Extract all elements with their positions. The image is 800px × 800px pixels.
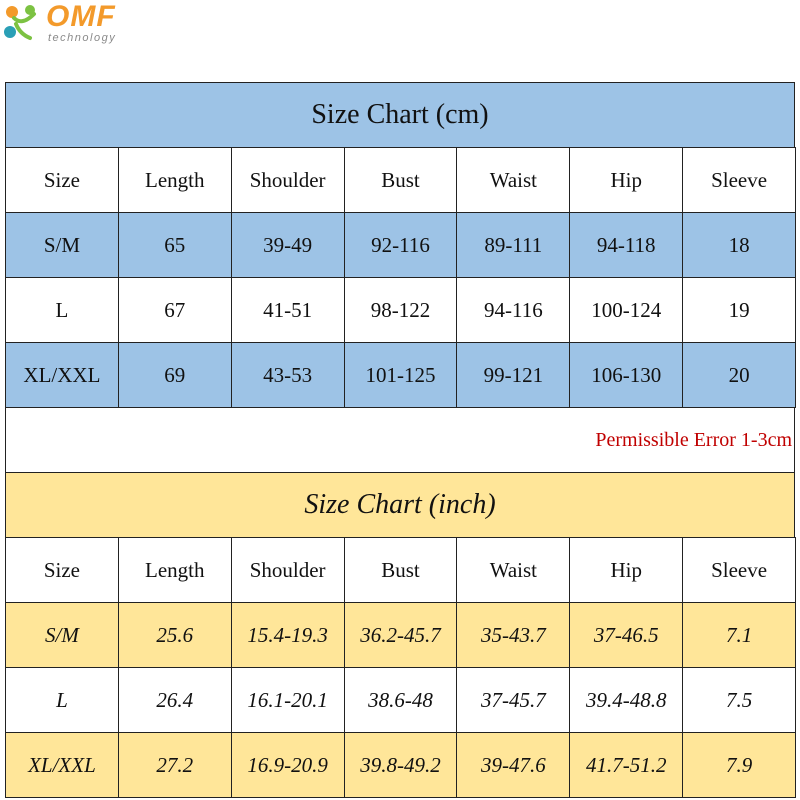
logo-icon	[4, 5, 36, 40]
table-cell: 39-47.6	[456, 732, 571, 798]
table-cell: 26.4	[117, 667, 232, 733]
table-cell: 7.9	[682, 732, 796, 798]
logo-name: OMF	[46, 0, 116, 33]
table-cell: XL/XXL	[5, 732, 119, 798]
table-cell: 7.1	[682, 602, 796, 668]
table-cell: 38.6-48	[343, 667, 458, 733]
table-cell: 39-49	[230, 212, 345, 278]
table-cell: 41.7-51.2	[569, 732, 684, 798]
table-title: Size Chart (cm)	[5, 82, 795, 148]
table-cell: L	[5, 667, 119, 733]
table-cell: 37-45.7	[456, 667, 571, 733]
table-cell: L	[5, 277, 119, 343]
table-cell: 94-118	[569, 212, 684, 278]
column-header: Hip	[569, 147, 684, 213]
table-cell: 94-116	[456, 277, 571, 343]
column-header: Size	[5, 147, 119, 213]
column-header: Bust	[343, 147, 458, 213]
table-cell: 18	[682, 212, 796, 278]
table-cell: 67	[117, 277, 232, 343]
column-header: Shoulder	[230, 147, 345, 213]
table-cell: 35-43.7	[456, 602, 571, 668]
table-cell: 89-111	[456, 212, 571, 278]
table-cell: S/M	[5, 212, 119, 278]
column-header: Length	[117, 537, 232, 603]
table-cell: 7.5	[682, 667, 796, 733]
table-cell: 101-125	[343, 342, 458, 408]
error-note: Permissible Error 1-3cm	[5, 407, 795, 473]
table-cell: 69	[117, 342, 232, 408]
table-cell: 39.8-49.2	[343, 732, 458, 798]
logo-tagline: technology	[48, 32, 117, 44]
table-cell: 27.2	[117, 732, 232, 798]
table-cell: 98-122	[343, 277, 458, 343]
column-header: Shoulder	[230, 537, 345, 603]
table-cell: 99-121	[456, 342, 571, 408]
column-header: Bust	[343, 537, 458, 603]
table-title: Size Chart (inch)	[5, 472, 795, 538]
table-cell: 36.2-45.7	[343, 602, 458, 668]
table-cell: 37-46.5	[569, 602, 684, 668]
column-header: Size	[5, 537, 119, 603]
column-header: Sleeve	[682, 147, 796, 213]
column-header: Hip	[569, 537, 684, 603]
table-cell: 106-130	[569, 342, 684, 408]
table-cell: 92-116	[343, 212, 458, 278]
table-cell: 43-53	[230, 342, 345, 408]
table-cell: 16.1-20.1	[230, 667, 345, 733]
column-header: Sleeve	[682, 537, 796, 603]
table-cell: 20	[682, 342, 796, 408]
table-cell: 100-124	[569, 277, 684, 343]
table-cell: 16.9-20.9	[230, 732, 345, 798]
table-cell: 39.4-48.8	[569, 667, 684, 733]
table-cell: S/M	[5, 602, 119, 668]
table-cell: 41-51	[230, 277, 345, 343]
table-cell: XL/XXL	[5, 342, 119, 408]
table-cell: 15.4-19.3	[230, 602, 345, 668]
table-cell: 25.6	[117, 602, 232, 668]
column-header: Waist	[456, 537, 571, 603]
column-header: Length	[117, 147, 232, 213]
column-header: Waist	[456, 147, 571, 213]
table-cell: 65	[117, 212, 232, 278]
table-cell: 19	[682, 277, 796, 343]
